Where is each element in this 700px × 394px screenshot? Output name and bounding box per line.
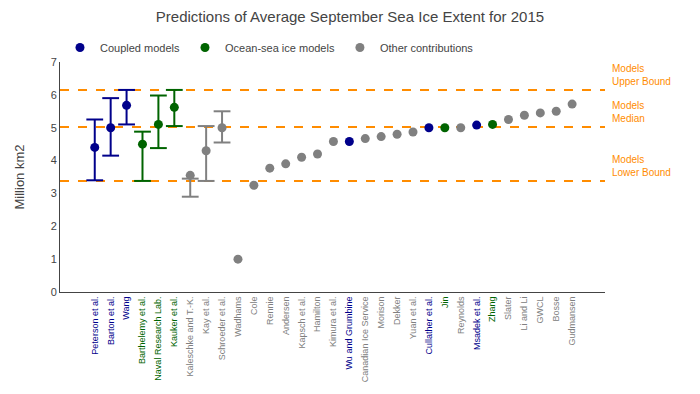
svg-text:Andersen: Andersen: [281, 297, 291, 336]
svg-text:Wadhams: Wadhams: [233, 296, 243, 337]
svg-text:Hamilton: Hamilton: [312, 297, 322, 333]
svg-text:Ocean-sea ice models: Ocean-sea ice models: [225, 42, 335, 54]
svg-text:Kaleschke and T.-K.: Kaleschke and T.-K.: [185, 297, 195, 377]
svg-text:Kimura et al.: Kimura et al.: [328, 297, 338, 348]
svg-text:Morison: Morison: [376, 297, 386, 329]
svg-text:Naval Research Lab.: Naval Research Lab.: [153, 297, 163, 381]
svg-text:0: 0: [51, 286, 57, 298]
svg-text:ModelsLower Bound: ModelsLower Bound: [612, 154, 671, 178]
svg-text:Zhang: Zhang: [487, 297, 497, 323]
svg-text:Bosse: Bosse: [551, 297, 561, 322]
svg-text:Gudmansen: Gudmansen: [567, 297, 577, 346]
svg-text:Wang: Wang: [121, 297, 131, 320]
svg-text:Jin: Jin: [440, 297, 450, 309]
svg-text:Kay et al.: Kay et al.: [201, 297, 211, 335]
svg-text:Li and Li: Li and Li: [519, 297, 529, 331]
svg-text:Reynolds: Reynolds: [456, 296, 466, 334]
svg-text:Dekker: Dekker: [392, 297, 402, 326]
svg-text:ModelsMedian: ModelsMedian: [612, 100, 645, 124]
svg-text:Schroeder et al.: Schroeder et al.: [217, 297, 227, 361]
svg-text:GWCL: GWCL: [535, 297, 545, 324]
svg-text:Canadian Ice Service: Canadian Ice Service: [360, 297, 370, 383]
svg-text:Slater: Slater: [503, 297, 513, 321]
svg-text:Barthelemy et al.: Barthelemy et al.: [137, 297, 147, 365]
svg-text:4: 4: [51, 154, 57, 166]
svg-text:Predictions of Average Septemb: Predictions of Average September Sea Ice…: [156, 8, 544, 25]
svg-text:1: 1: [51, 253, 57, 265]
svg-text:Wu and Grumbine: Wu and Grumbine: [344, 297, 354, 370]
svg-text:Kauker et al.: Kauker et al.: [169, 297, 179, 348]
svg-text:Coupled models: Coupled models: [100, 42, 180, 54]
svg-text:Other contributions: Other contributions: [380, 42, 473, 54]
svg-text:6: 6: [51, 89, 57, 101]
svg-text:Million km2: Million km2: [12, 144, 27, 209]
svg-text:Yuan et al.: Yuan et al.: [408, 297, 418, 340]
svg-text:Kapsch et al.: Kapsch et al.: [297, 297, 307, 349]
svg-text:Msadek et al.: Msadek et al.: [472, 297, 482, 351]
svg-text:Barton et al.: Barton et al.: [106, 297, 116, 346]
svg-text:Peterson et al.: Peterson et al.: [90, 297, 100, 355]
svg-text:7: 7: [51, 56, 57, 68]
svg-text:Cole: Cole: [249, 297, 259, 316]
svg-text:5: 5: [51, 122, 57, 134]
svg-text:3: 3: [51, 187, 57, 199]
svg-text:Cullather et al.: Cullather et al.: [424, 297, 434, 355]
svg-text:2: 2: [51, 220, 57, 232]
svg-text:ModelsUpper Bound: ModelsUpper Bound: [612, 63, 671, 87]
svg-text:Rennie: Rennie: [265, 297, 275, 326]
